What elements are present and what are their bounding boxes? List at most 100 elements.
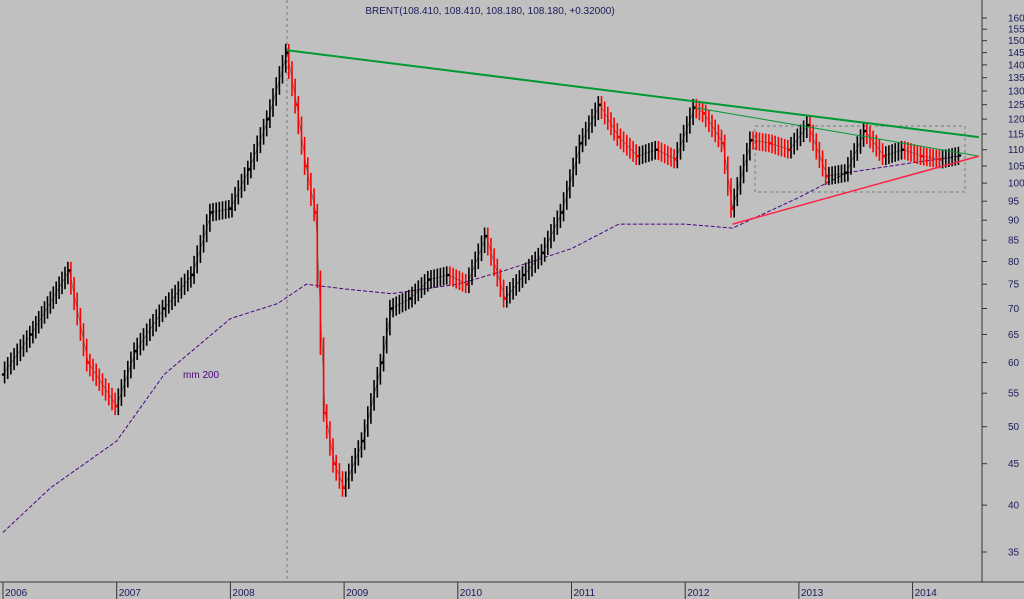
price-point [210,211,213,214]
price-point [30,333,33,336]
price-point [295,103,299,106]
y-tick-label: 155 [1008,25,1024,36]
price-point [939,158,943,161]
price-point [807,123,810,127]
price-point [248,168,251,171]
x-tick-label: 2007 [119,588,142,599]
x-tick-label: 2010 [460,588,483,599]
price-point [863,129,867,133]
y-tick-label: 35 [1008,548,1020,559]
y-tick-label: 75 [1008,280,1020,291]
y-tick-label: 120 [1008,115,1024,126]
price-point [655,148,659,151]
price-point [826,174,829,178]
price-point [286,51,289,54]
price-point [342,486,346,490]
price-point [617,135,621,139]
price-point [466,282,469,286]
price-point [191,273,194,277]
price-point [229,207,232,210]
price-point [134,349,137,353]
price-point [162,307,166,310]
y-tick-label: 60 [1008,358,1020,369]
price-point [702,112,706,115]
x-tick-label: 2008 [232,588,255,599]
x-tick-label: 2006 [5,588,28,599]
y-tick-label: 40 [1008,501,1020,512]
y-tick-label: 125 [1008,100,1024,111]
x-tick-layer: 2006 2007 2008 2009 2010 2011 2012 2013 2014 [2,582,938,599]
y-tick-label: 95 [1008,197,1020,208]
price-point [731,207,734,210]
y-tick-label: 105 [1008,162,1024,173]
chart-title: BRENT(108.410, 108.410, 108.180, 108.180… [365,6,614,17]
price-layer [1,43,962,497]
price-point [522,273,526,277]
price-point [693,106,696,109]
x-tick-label: 2013 [801,588,824,599]
price-point [901,148,905,151]
y-tick-label: 85 [1008,236,1020,247]
y-tick-label: 160 [1008,14,1024,25]
price-point [541,251,545,255]
x-tick-label: 2014 [915,588,938,599]
price-point [579,142,583,145]
y-tick-label: 145 [1008,48,1024,59]
price-point [560,211,564,214]
price-point [304,164,308,168]
y-tick-label: 50 [1008,422,1020,433]
y-tick-label: 150 [1008,36,1024,47]
y-tick-label: 55 [1008,389,1020,400]
price-point [428,278,431,281]
x-tick-label: 2009 [346,588,369,599]
price-point [314,211,318,214]
price-point [361,439,365,443]
price-point [1,373,5,376]
price-point [636,154,640,158]
trendline-upper [287,49,980,139]
price-point [598,103,602,106]
x-tick-label: 2011 [574,588,596,599]
price-point [267,117,270,121]
price-point [721,142,725,145]
y-tick-label: 115 [1008,130,1024,141]
price-point [958,154,962,157]
y-axis-panel [982,0,1024,599]
price-point [68,269,71,272]
y-tick-layer: 35 40 45 50 55 60 65 70 75 80 85 90 95 100 105 110 115 12… [982,14,1024,559]
y-tick-label: 70 [1008,304,1020,315]
price-point [87,361,90,364]
trendline-lower [732,155,980,225]
y-tick-label: 45 [1008,459,1020,470]
price-point [674,158,677,161]
price-point [447,273,450,277]
price-point [323,411,327,415]
y-tick-label: 100 [1008,179,1024,190]
price-point [788,148,791,151]
y-tick-label: 110 [1008,145,1024,156]
price-point [333,462,336,466]
y-tick-label: 140 [1008,60,1024,71]
price-point [503,297,507,300]
price-point [390,307,393,310]
y-tick-label: 130 [1008,87,1024,98]
price-point [845,171,848,175]
y-tick-label: 135 [1008,73,1024,84]
price-point [882,154,886,158]
price-point [920,154,924,158]
consolidation-box [754,125,966,193]
y-tick-label: 65 [1008,330,1020,341]
trend-layer [287,49,980,225]
price-point [769,142,772,145]
price-point [484,234,488,238]
trendline-upper-thin [694,107,979,157]
price-point [380,361,384,364]
price-point [115,404,118,408]
price-point [409,297,412,300]
plot-background [0,0,982,582]
y-tick-label: 80 [1008,257,1020,268]
ma-annotation: mm 200 [183,370,220,381]
price-point [750,138,753,142]
y-tick-label: 90 [1008,216,1020,227]
